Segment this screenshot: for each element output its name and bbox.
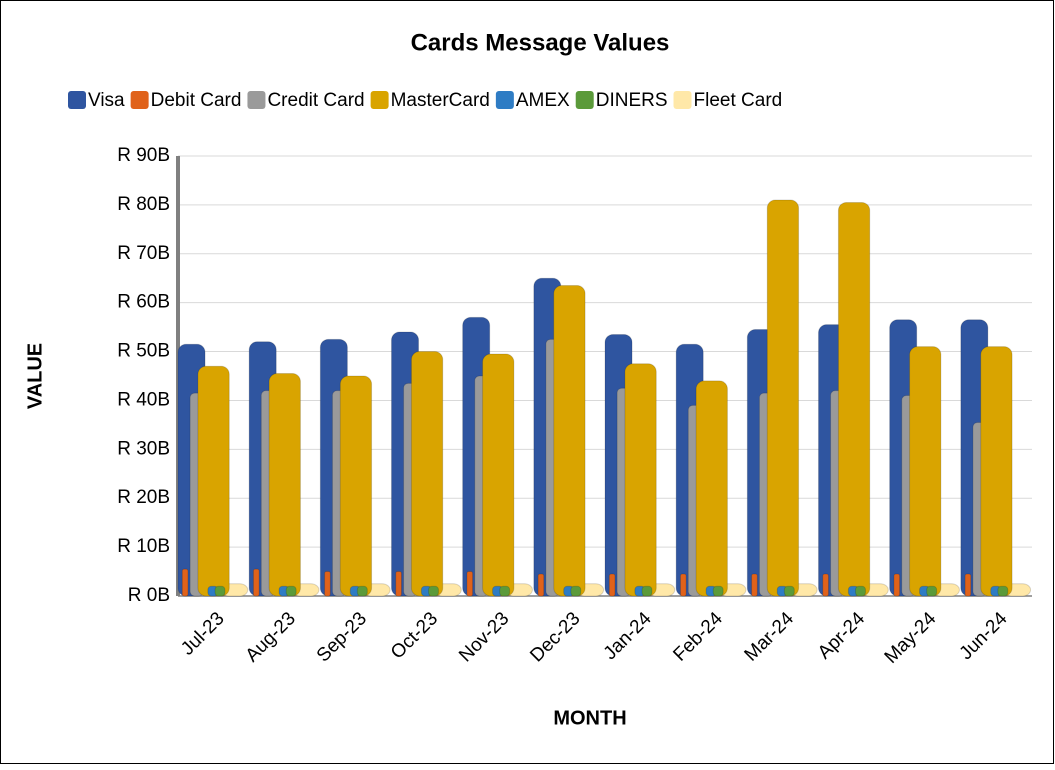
bar [356,585,368,597]
y-tick-label: R 10B [117,536,170,557]
legend-swatch [370,91,389,109]
bar [466,571,474,597]
y-tick-label: R 20B [117,487,170,508]
y-tick-label: R 70B [117,243,170,264]
legend-label: Fleet Card [694,90,783,111]
bar [499,585,511,597]
bar [964,573,972,597]
bar [837,201,871,597]
bar [339,375,373,597]
bar [766,199,800,597]
bar [214,585,226,597]
legend-label: AMEX [516,90,570,111]
bar [624,363,657,597]
bar [268,373,301,597]
bar [783,585,795,597]
y-tick-label: R 40B [117,389,170,410]
legend-swatch [68,91,86,109]
bar [608,573,616,597]
chart-title: Cards Message Values [411,29,670,56]
legend-label: Debit Card [151,90,242,111]
bar [285,585,297,597]
y-tick-label: R 60B [117,292,170,313]
legend-swatch [130,91,149,109]
bar [641,585,653,597]
y-axis-label: VALUE [24,343,46,409]
bar [926,585,938,597]
legend-label: Credit Card [267,90,364,111]
x-axis-label: MONTH [553,707,626,729]
legend-swatch [495,91,514,109]
y-tick-label: R 90B [117,145,170,166]
bar [679,573,687,597]
legend-swatch [673,91,692,109]
bar [482,353,515,597]
bar [980,346,1013,597]
bar [252,568,260,597]
bar [855,585,866,597]
bar [909,346,942,597]
bar [395,571,402,597]
bar [712,585,724,597]
legend-swatch [247,91,266,109]
bar [428,585,439,597]
bar [181,568,189,597]
legend-swatch [575,91,594,109]
bar [822,573,829,597]
y-tick-label: R 30B [117,438,170,459]
y-tick-label: R 80B [117,194,170,215]
bar [537,573,545,597]
bar [410,351,444,597]
y-tick-label: R 0B [128,585,170,606]
bar [695,380,728,597]
legend-label: DINERS [596,90,668,111]
bar [997,585,1009,597]
bar [570,585,582,597]
bar [893,573,901,597]
y-tick-label: R 50B [117,341,170,362]
bar [553,285,586,597]
bar [197,365,230,597]
bar [324,571,331,597]
legend-label: MasterCard [391,90,490,111]
bar [751,573,758,597]
legend-label: Visa [88,90,125,111]
